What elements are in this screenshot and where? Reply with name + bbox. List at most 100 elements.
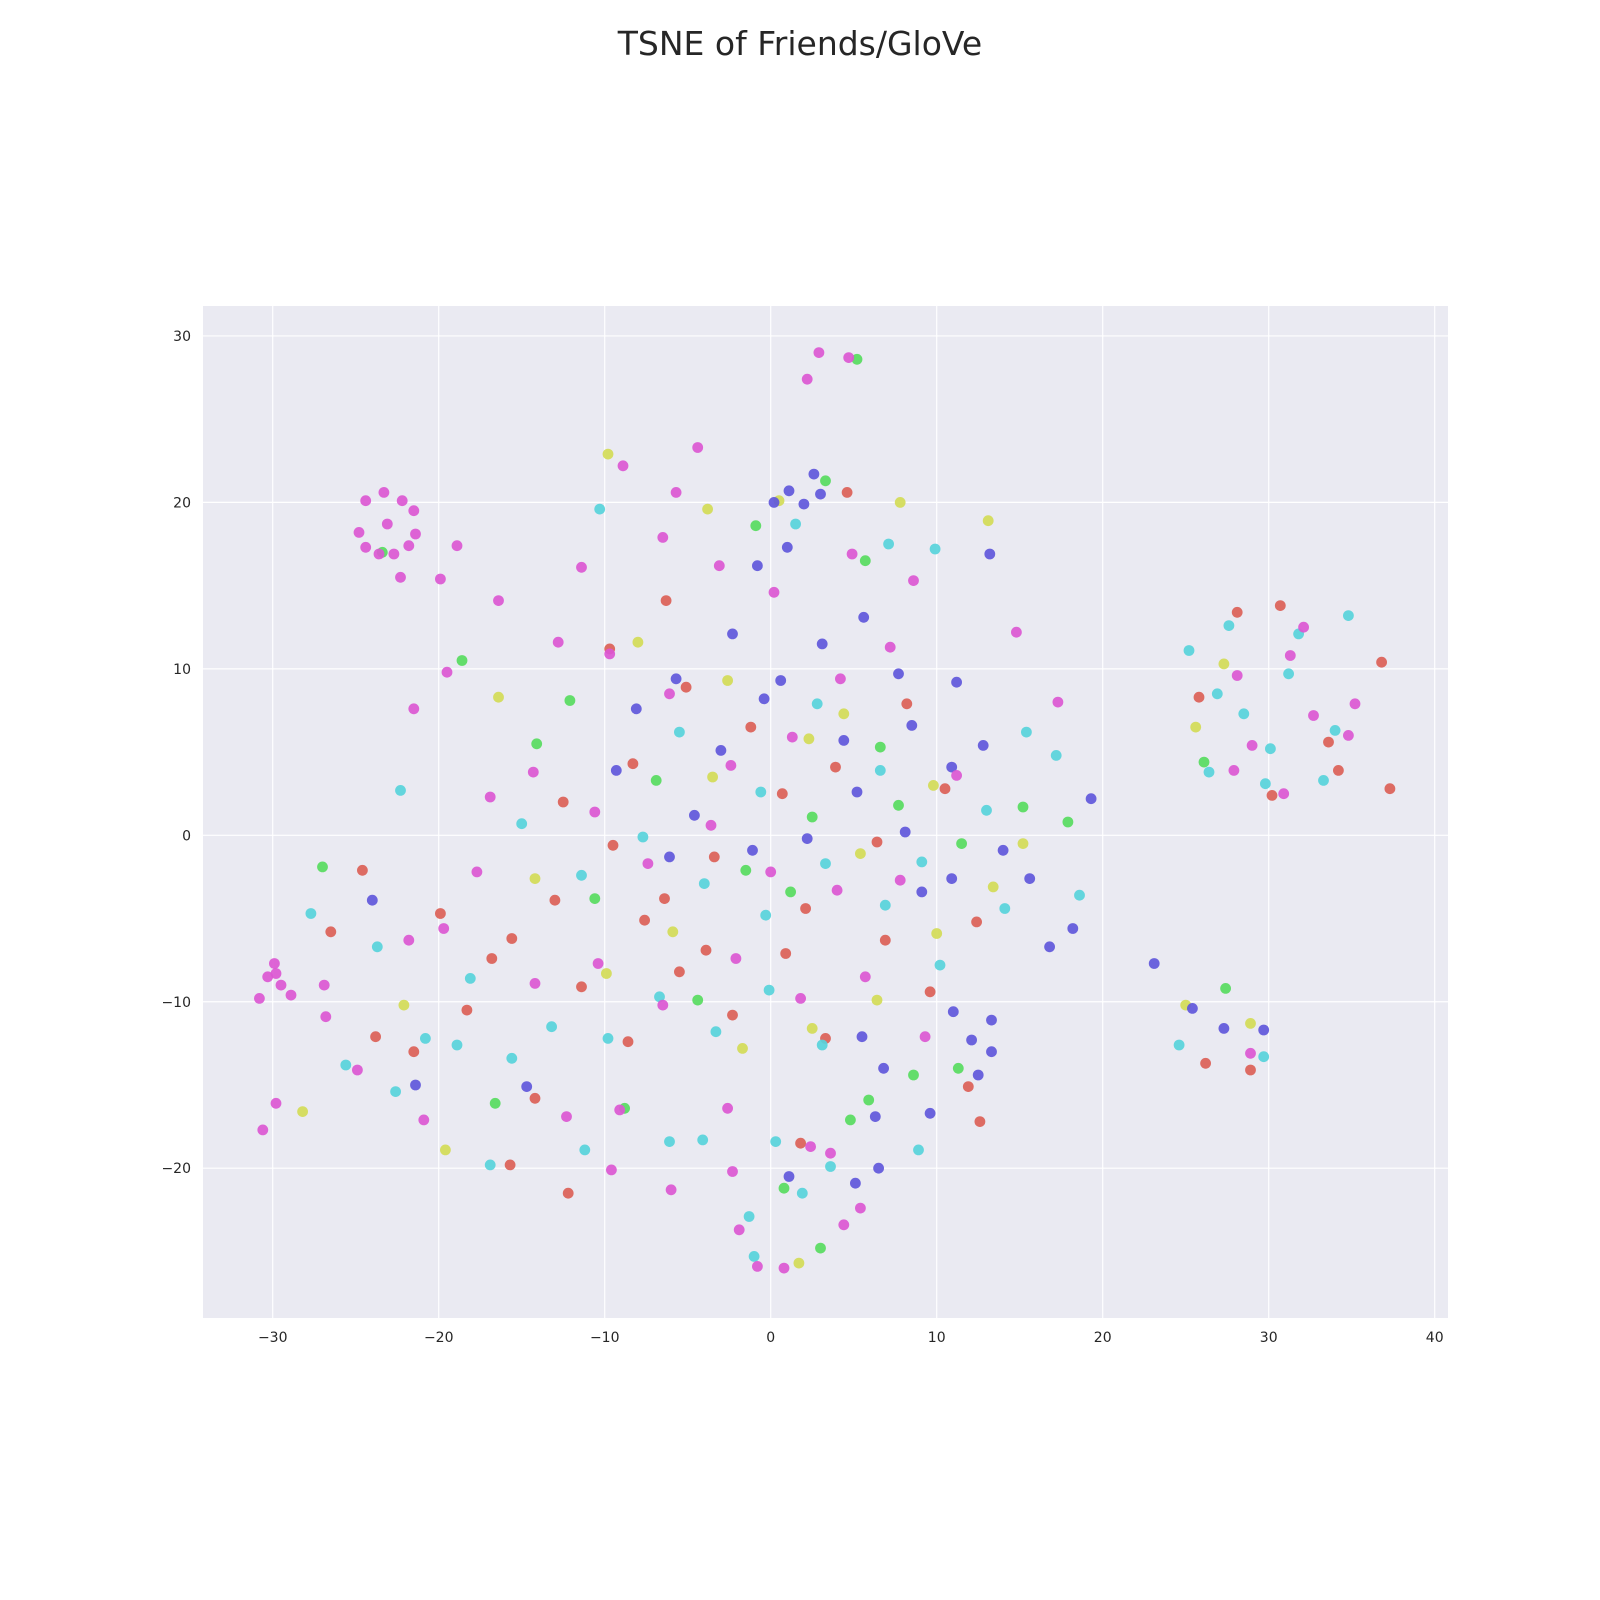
scatter-point xyxy=(1245,1064,1256,1076)
scatter-point xyxy=(816,638,828,650)
scatter-point xyxy=(952,1062,964,1074)
scatter-point xyxy=(851,786,863,798)
scatter-point xyxy=(843,352,855,363)
scatter-point xyxy=(435,573,446,585)
scatter-point xyxy=(521,1081,533,1092)
scatter-point xyxy=(1266,790,1278,801)
scatter-point xyxy=(713,560,725,572)
scatter-point xyxy=(806,1023,818,1034)
y-tick-label: −10 xyxy=(161,995,191,1011)
scatter-point xyxy=(1283,668,1294,680)
scatter-point xyxy=(1329,725,1341,736)
scatter-point xyxy=(325,926,337,938)
scatter-point xyxy=(986,1046,997,1058)
x-tick-label: −20 xyxy=(424,1330,454,1346)
scatter-point xyxy=(579,1144,591,1156)
scatter-point xyxy=(320,1011,332,1023)
scatter-point xyxy=(398,999,410,1011)
scatter-point xyxy=(697,1134,709,1146)
scatter-point xyxy=(1074,889,1085,901)
scatter-point xyxy=(602,448,614,460)
scatter-point xyxy=(270,968,282,979)
scatter-point xyxy=(916,886,928,898)
scatter-point xyxy=(916,856,928,868)
scatter-point xyxy=(795,1137,806,1149)
scatter-point xyxy=(371,941,383,953)
scatter-point xyxy=(893,668,904,680)
scatter-point xyxy=(815,1242,826,1254)
scatter-point xyxy=(388,548,400,560)
grid-lines xyxy=(203,306,1448,1318)
scatter-point xyxy=(919,1031,931,1043)
scatter-point xyxy=(1200,1057,1211,1069)
series-5 xyxy=(254,347,1361,1274)
scatter-point xyxy=(803,733,815,745)
scatter-point xyxy=(780,948,792,959)
scatter-point xyxy=(664,1136,675,1147)
scatter-point xyxy=(589,893,601,904)
x-tick-label: 10 xyxy=(928,1330,946,1346)
scatter-point xyxy=(1187,1003,1198,1014)
scatter-point xyxy=(674,966,685,978)
scatter-point xyxy=(692,442,704,453)
scatter-point xyxy=(1258,1051,1270,1063)
scatter-point xyxy=(796,1187,808,1199)
scatter-point xyxy=(785,886,796,898)
scatter-point xyxy=(775,675,787,686)
scatter-point xyxy=(654,991,665,1003)
scatter-point xyxy=(790,518,801,530)
scatter-point xyxy=(353,527,365,538)
scatter-point xyxy=(873,1162,884,1174)
scatter-point xyxy=(589,806,601,818)
scatter-point xyxy=(1308,710,1319,721)
scatter-point xyxy=(318,979,330,991)
scatter-point xyxy=(813,347,825,358)
scatter-point xyxy=(805,1141,816,1152)
scatter-point xyxy=(1231,606,1243,618)
scatter-point xyxy=(1017,838,1029,849)
scatter-point xyxy=(257,1124,269,1136)
scatter-point xyxy=(657,532,669,543)
scatter-point xyxy=(576,869,587,881)
scatter-point xyxy=(1223,620,1235,631)
scatter-point xyxy=(931,928,943,939)
scatter-point xyxy=(1349,698,1361,710)
scatter-point xyxy=(670,673,682,685)
scatter-point xyxy=(831,884,843,896)
scatter-point xyxy=(838,1219,850,1231)
scatter-point xyxy=(874,765,886,776)
scatter-point xyxy=(765,866,777,878)
scatter-point xyxy=(951,676,962,688)
scatter-point xyxy=(806,811,818,823)
scatter-point xyxy=(850,1177,861,1189)
scatter-point xyxy=(1148,958,1160,969)
scatter-point xyxy=(737,1043,748,1054)
y-tick-label: 10 xyxy=(173,662,191,678)
x-tick-label: 0 xyxy=(766,1330,775,1346)
scatter-point xyxy=(768,586,780,598)
scatter-point xyxy=(1218,1023,1230,1034)
scatter-point xyxy=(604,648,616,660)
scatter-point xyxy=(1260,778,1271,790)
scatter-point xyxy=(285,989,297,1001)
scatter-point xyxy=(1238,708,1250,720)
scatter-point xyxy=(1384,783,1396,795)
scatter-point xyxy=(972,1069,984,1081)
scatter-point xyxy=(830,761,841,773)
scatter-point xyxy=(1231,670,1243,681)
scatter-point xyxy=(1333,765,1344,776)
series-3 xyxy=(305,503,1354,1262)
scatter-point xyxy=(410,1079,421,1091)
series-1 xyxy=(297,448,1256,1269)
scatter-point xyxy=(956,838,967,849)
scatter-point xyxy=(1284,650,1296,661)
scatter-point xyxy=(506,933,518,944)
scatter-point xyxy=(793,1257,805,1269)
scatter-point xyxy=(484,791,496,803)
scatter-point xyxy=(270,1097,282,1109)
scatter-point xyxy=(859,971,871,983)
scatter-point xyxy=(698,878,710,889)
scatter-point xyxy=(461,1004,473,1016)
scatter-point xyxy=(1278,788,1290,800)
scatter-point xyxy=(934,959,946,971)
